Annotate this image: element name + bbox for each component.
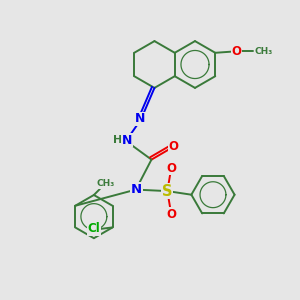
Text: O: O [166,208,176,221]
Text: O: O [166,161,176,175]
Text: O: O [231,45,241,58]
Text: CH₃: CH₃ [96,179,114,188]
Text: O: O [169,140,179,153]
Text: N: N [135,112,146,125]
Text: S: S [162,184,172,199]
Text: Cl: Cl [88,222,100,236]
Text: N: N [122,134,132,147]
Text: H: H [113,135,122,145]
Text: N: N [131,182,142,196]
Text: CH₃: CH₃ [254,47,272,56]
